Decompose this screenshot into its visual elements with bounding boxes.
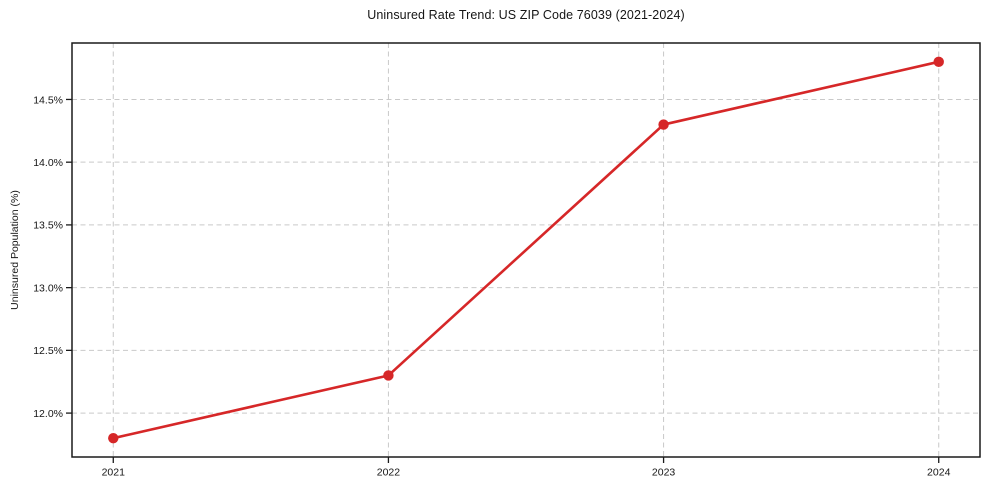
- data-point-marker: [658, 119, 669, 130]
- plot-frame: [71, 42, 981, 458]
- x-tick-label: 2024: [927, 467, 951, 479]
- trend-line: [111, 60, 941, 440]
- x-tick-label: 2021: [102, 467, 126, 479]
- y-tick-label: 13.5%: [33, 220, 63, 232]
- y-tick-label: 13.0%: [33, 282, 63, 294]
- y-axis-label: Uninsured Population (%): [9, 190, 21, 310]
- y-tick-label: 14.5%: [33, 94, 63, 106]
- data-point-marker: [383, 370, 394, 381]
- chart-title: Uninsured Rate Trend: US ZIP Code 76039 …: [367, 8, 685, 22]
- y-tick-label: 12.0%: [33, 408, 63, 420]
- data-point-marker: [108, 432, 119, 444]
- y-tick-label: 14.0%: [33, 157, 63, 169]
- data-point-marker: [933, 56, 944, 68]
- y-tick-label: 12.5%: [33, 345, 63, 357]
- x-tick-label: 2022: [377, 467, 401, 479]
- x-tick-label: 2023: [652, 467, 676, 479]
